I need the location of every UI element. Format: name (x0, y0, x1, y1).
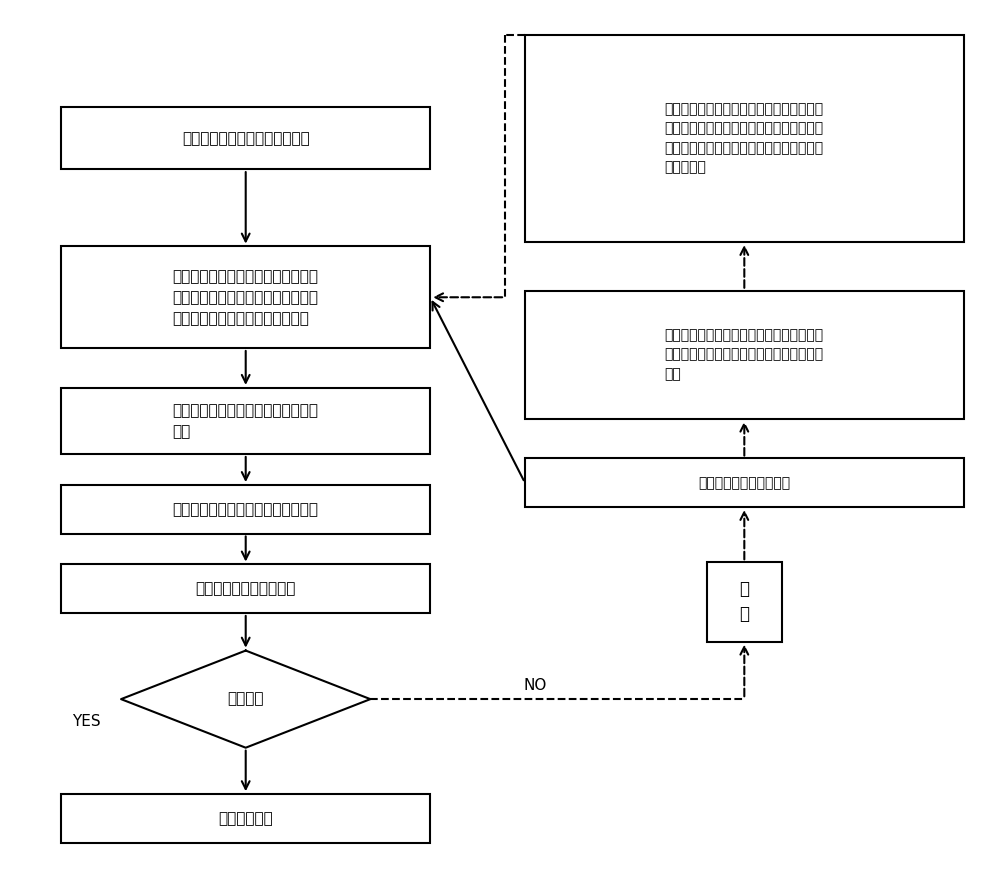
Text: 完成仿真步长、迭代次数等计算设置: 完成仿真步长、迭代次数等计算设置 (173, 501, 319, 517)
Bar (525, 291, 964, 419)
Bar (61, 388, 430, 454)
Text: 基于主轴承的设计型线，依据主轴承可靠耐
久性能的评价限值要求，在主轴承的磨损区
域，设定许用范围内的磨损量，建立主轴承
的磨损型线: 基于主轴承的设计型线，依据主轴承可靠耐 久性能的评价限值要求，在主轴承的磨损区 … (665, 102, 824, 175)
Bar (707, 563, 782, 641)
Text: NO: NO (523, 679, 547, 694)
Text: 设定分析工况，运行计算: 设定分析工况，运行计算 (196, 581, 296, 596)
Text: YES: YES (72, 714, 100, 728)
Bar (61, 107, 430, 169)
Text: 修
正: 修 正 (739, 580, 749, 624)
Text: 建立主轴承的弹性液体动力润滑分析
模型: 建立主轴承的弹性液体动力润滑分析 模型 (173, 403, 319, 439)
Bar (61, 246, 430, 348)
Bar (525, 35, 964, 242)
Bar (61, 485, 430, 533)
Text: 主轴承参数化的设计型线: 主轴承参数化的设计型线 (698, 476, 790, 490)
Text: 设定主轴承的结构参数，材料属性参
数，设定供油边界条件，设定机油的
物性参数，完成主轴承模块化建模: 设定主轴承的结构参数，材料属性参 数，设定供油边界条件，设定机油的 物性参数，完… (173, 268, 319, 326)
Text: 基于主轴承的弹性液体动力润滑仿真分析结
果，利用有限差分网格，确定主轴承的磨损
区域: 基于主轴承的弹性液体动力润滑仿真分析结 果，利用有限差分网格，确定主轴承的磨损 … (665, 328, 824, 381)
Text: 建立动力总成的多体动力学模型: 建立动力总成的多体动力学模型 (182, 131, 310, 146)
Text: 整理仿真报告: 整理仿真报告 (218, 811, 273, 826)
Bar (61, 794, 430, 843)
Bar (61, 564, 430, 613)
Bar (525, 458, 964, 507)
Text: 结果评价: 结果评价 (227, 692, 264, 707)
